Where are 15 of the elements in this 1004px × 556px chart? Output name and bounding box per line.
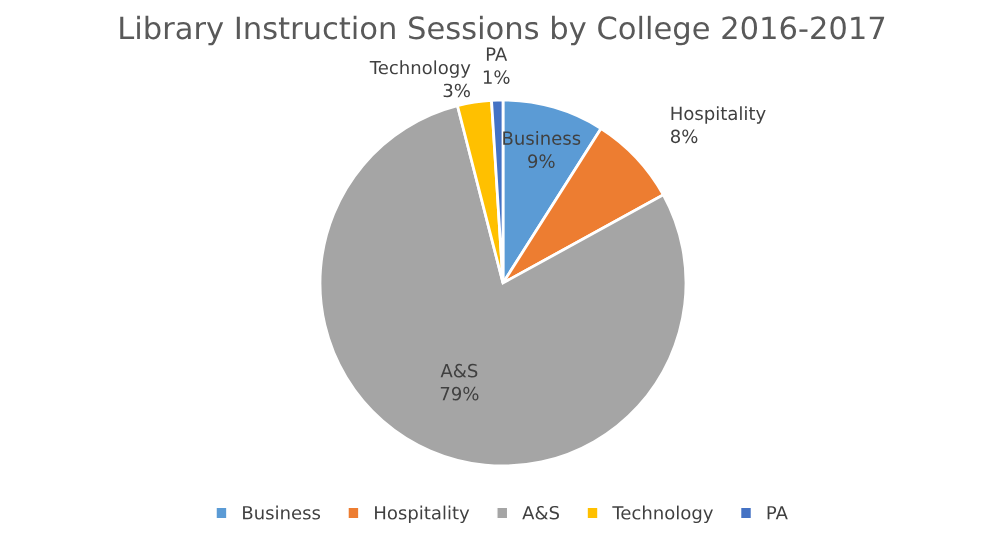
- chart-title: Library Instruction Sessions by College 2016-2017: [120, 15, 885, 46]
- data-label: 3%: [443, 83, 470, 98]
- legend-label: PA: [767, 506, 788, 520]
- data-label: 1%: [483, 70, 510, 84]
- legend-label: A&S: [522, 505, 559, 520]
- slice-label: Hospitality: [671, 106, 766, 124]
- data-label: 79%: [440, 386, 479, 401]
- legend-label: Technology: [612, 505, 713, 524]
- slice-label: PA: [486, 47, 508, 61]
- slice-label: A&S: [440, 363, 478, 378]
- legend-label: Hospitality: [375, 505, 470, 524]
- data-label: 9%: [528, 154, 555, 168]
- data-label: 8%: [670, 129, 698, 144]
- legend-label: Business: [243, 505, 321, 520]
- slice-label: Technology: [369, 60, 471, 78]
